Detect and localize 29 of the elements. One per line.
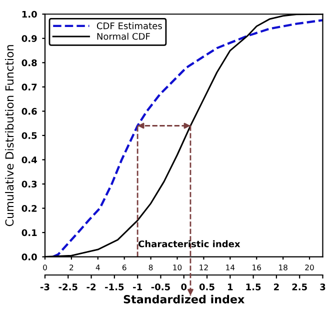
x2-axis-title: Standardized index: [124, 294, 245, 304]
x2-tick-label: -3: [40, 283, 50, 290]
y-tick-label: 0.8: [22, 59, 37, 66]
y-tick-label: 0.5: [22, 132, 37, 140]
x2-tick-label: 0: [181, 283, 187, 290]
x2-tick-label: 2.5: [292, 283, 307, 290]
y-tick-label: 0.6: [22, 108, 37, 115]
x2-tick-label: 3: [320, 283, 326, 290]
x2-tick-label: -2: [86, 283, 96, 290]
y-axis-title: Cumulative Distribution Function: [5, 45, 14, 226]
y-tick-label: 0.0: [22, 254, 37, 260]
y-tick-label: 0.7: [22, 84, 37, 90]
annotation: Characteristic index: [138, 240, 240, 248]
x2-tick-label: 1: [228, 284, 233, 290]
x2-tick-label: -0.5: [151, 283, 170, 290]
x2-tick-label: 0.5: [199, 283, 214, 290]
legend-label: CDF Estimates: [96, 22, 162, 30]
y-tick-label: 1.0: [22, 10, 37, 18]
legend-label: Normal CDF: [97, 32, 150, 40]
y-tick-label: 0.3: [22, 180, 37, 188]
x2-tick-label: -1: [133, 284, 142, 290]
y-tick-label: 0.2: [22, 204, 37, 212]
x2-tick-label: -1.5: [105, 284, 124, 290]
y-tick-label: 0.9: [22, 35, 37, 42]
x2-tick-label: -2.5: [58, 283, 78, 290]
x2-tick-label: 2: [274, 283, 279, 290]
y-tick-label: 0.1: [22, 229, 37, 236]
x2-tick-label: 1.5: [246, 284, 261, 290]
y-tick-label: 0.4: [22, 156, 37, 164]
